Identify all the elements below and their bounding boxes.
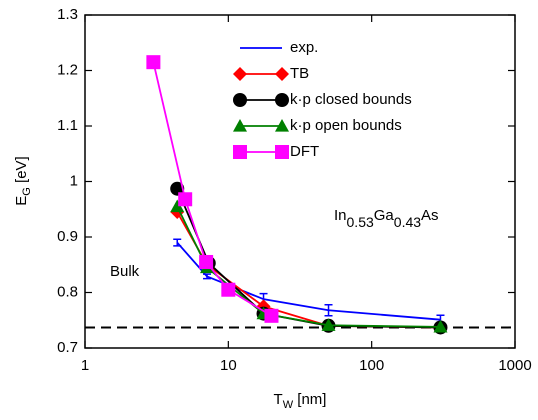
marker <box>170 181 185 196</box>
legend-label: exp. <box>290 39 318 56</box>
y-label-main: E <box>13 196 30 206</box>
marker <box>275 145 289 159</box>
marker <box>275 93 289 107</box>
marker <box>170 199 185 213</box>
marker <box>321 318 336 331</box>
bulk-annotation: Bulk <box>110 263 140 280</box>
marker <box>221 282 236 297</box>
x-label-sub: W <box>283 399 294 411</box>
x-tick-label: 10 <box>220 357 237 374</box>
marker <box>264 308 279 323</box>
x-tick-label: 1 <box>81 357 89 374</box>
legend-label: k·p closed bounds <box>290 91 412 108</box>
marker <box>146 55 161 70</box>
marker <box>275 67 289 81</box>
y-tick-label: 1 <box>70 172 78 189</box>
legend-label: k·p open bounds <box>290 117 402 134</box>
material-sub: 0.53 <box>347 214 374 230</box>
legend-label: TB <box>290 65 309 82</box>
marker <box>199 254 214 269</box>
marker <box>178 192 193 207</box>
marker <box>233 67 247 81</box>
y-tick-label: 0.9 <box>57 228 78 245</box>
material-sub: 0.43 <box>394 214 421 230</box>
x-label-unit: [nm] <box>293 391 326 408</box>
y-label-unit: [eV] <box>13 156 30 187</box>
y-axis-label: EG [eV] <box>13 156 33 205</box>
marker <box>275 119 289 132</box>
x-label-main: T <box>274 391 283 408</box>
material-part: In <box>334 207 347 224</box>
y-tick-label: 1.1 <box>57 117 78 134</box>
y-label-sub: G <box>21 187 33 196</box>
x-tick-label: 1000 <box>498 357 531 374</box>
error-bar <box>203 273 212 280</box>
marker <box>233 119 247 132</box>
x-axis-label: TW [nm] <box>274 391 327 411</box>
legend-label: DFT <box>290 143 319 160</box>
error-bar <box>324 303 333 317</box>
y-tick-label: 0.7 <box>57 339 78 356</box>
y-tick-label: 1.2 <box>57 61 78 78</box>
material-part: As <box>421 207 439 224</box>
error-bar <box>173 238 182 247</box>
marker <box>233 93 247 107</box>
x-tick-label: 100 <box>359 357 384 374</box>
material-annotation: In0.53Ga0.43As <box>334 207 439 230</box>
y-tick-label: 1.3 <box>57 6 78 23</box>
marker <box>433 319 448 333</box>
material-part: Ga <box>374 207 395 224</box>
y-tick-label: 0.8 <box>57 283 78 300</box>
marker <box>233 145 247 159</box>
series-line <box>176 241 441 321</box>
